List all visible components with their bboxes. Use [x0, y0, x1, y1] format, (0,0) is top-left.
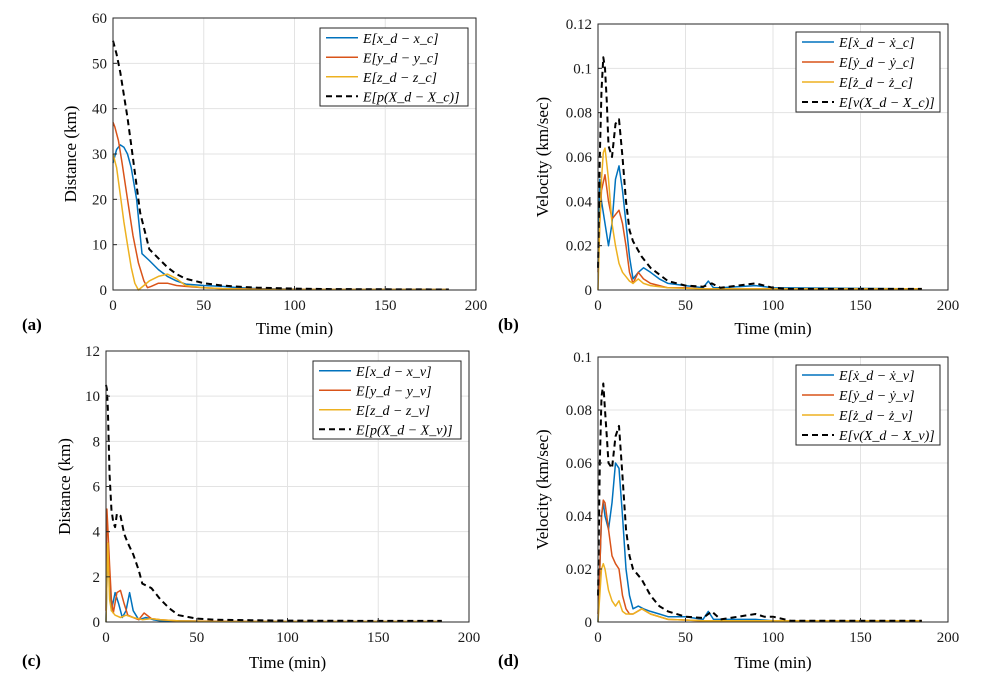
series-line-4 — [597, 382, 922, 622]
y-tick-label: 0 — [585, 615, 593, 631]
x-axis-label: Time (min) — [256, 319, 333, 338]
y-tick-label: 0.08 — [566, 403, 592, 419]
x-tick-label: 0 — [109, 298, 117, 314]
y-tick-label: 0.04 — [566, 509, 593, 525]
legend-label-4: E[v(X_d − X_v)] — [838, 429, 935, 444]
x-tick-label: 50 — [196, 298, 211, 314]
y-tick-label: 0.04 — [566, 194, 593, 210]
series-line-3 — [597, 147, 922, 291]
panel-c: 0 50 100 150 200 0 2 4 6 8 10 12 Time (min) Distance … — [22, 344, 480, 672]
x-tick-label: 50 — [189, 630, 204, 646]
series-line-3 — [597, 562, 922, 623]
legend-box — [319, 27, 469, 107]
series-line-1 — [597, 462, 922, 623]
x-tick-label: 200 — [465, 298, 488, 314]
legend-label-2: E[y_d − y_c] — [362, 51, 439, 66]
x-axis-label: Time (min) — [249, 653, 326, 672]
legend-label-3: E[ż_d − ż_v] — [838, 409, 913, 424]
legend-box — [795, 31, 941, 113]
x-tick-label: 0 — [594, 298, 602, 314]
panel-a: 0 50 100 150 200 0 10 20 30 40 50 60 Time (min) Dista… — [22, 11, 487, 338]
x-tick-label: 50 — [678, 630, 693, 646]
x-tick-label: 150 — [367, 630, 390, 646]
legend-label-1: E[ẋ_d − ẋ_v] — [838, 369, 915, 384]
panel-tag: (d) — [498, 651, 519, 670]
y-tick-label: 0.1 — [573, 61, 592, 77]
y-tick-label: 0.06 — [566, 456, 593, 472]
y-tick-label: 50 — [92, 56, 107, 72]
legend-label-2: E[ẏ_d − ẏ_v] — [838, 389, 915, 404]
y-tick-label: 0.06 — [566, 150, 593, 166]
panel-d: 0 50 100 150 200 0 0.02 0.04 0.06 0.08 0.1 Time (mi… — [498, 350, 959, 672]
x-tick-label: 100 — [276, 630, 299, 646]
y-axis-label: Velocity (km/sec) — [533, 429, 552, 549]
y-tick-label: 20 — [92, 192, 107, 208]
y-tick-label: 10 — [92, 238, 107, 254]
x-tick-label: 50 — [678, 298, 693, 314]
panel-tag: (b) — [498, 315, 519, 334]
legend-label-1: E[ẋ_d − ẋ_c] — [838, 36, 915, 51]
series-line-4 — [597, 56, 922, 290]
x-tick-label: 200 — [937, 298, 960, 314]
panel-tag: (a) — [22, 315, 42, 334]
x-tick-label: 0 — [594, 630, 602, 646]
x-tick-label: 150 — [374, 298, 397, 314]
y-tick-label: 0.02 — [566, 239, 592, 255]
y-tick-label: 0 — [100, 283, 108, 299]
y-tick-label: 6 — [93, 480, 101, 496]
y-tick-label: 0.12 — [566, 17, 592, 33]
panel-b: 0 50 100 150 200 0 0.02 0.04 0.06 0.08 0.1 0.12 Time… — [498, 17, 959, 338]
y-tick-label: 4 — [93, 525, 101, 541]
legend-label-1: E[x_d − x_c] — [362, 32, 439, 47]
y-tick-label: 0 — [585, 283, 593, 299]
x-tick-label: 100 — [762, 298, 785, 314]
series-line-3 — [105, 542, 442, 623]
y-axis-label: Distance (km) — [61, 106, 80, 203]
legend-label-4: E[p(X_d − X_c)] — [362, 90, 460, 105]
legend-box — [312, 360, 462, 440]
y-tick-label: 12 — [85, 344, 100, 360]
y-axis-label: Distance (km) — [55, 438, 74, 535]
x-tick-label: 200 — [937, 630, 960, 646]
x-tick-label: 0 — [102, 630, 110, 646]
x-tick-label: 150 — [849, 298, 872, 314]
series-line-4 — [105, 384, 442, 622]
legend-box — [795, 364, 941, 446]
y-tick-label: 0.02 — [566, 562, 592, 578]
series-line-3 — [112, 153, 449, 291]
legend: E[ẋ_d − ẋ_v] E[ẏ_d − ẏ_v] E[ż_d − ż_v] E[v(… — [795, 364, 941, 446]
legend: E[x_d − x_c] E[y_d − y_c] E[z_d − z_c] E[p(… — [319, 27, 469, 107]
legend: E[ẋ_d − ẋ_c] E[ẏ_d − ẏ_c] E[ż_d − ż_c] E[v(… — [795, 31, 941, 113]
legend-label-4: E[v(X_d − X_c)] — [838, 96, 935, 111]
legend-label-3: E[z_d − z_v] — [355, 404, 430, 419]
y-axis-label: Velocity (km/sec) — [533, 97, 552, 217]
y-tick-label: 60 — [92, 11, 107, 27]
y-tick-label: 8 — [93, 434, 101, 450]
legend-label-1: E[x_d − x_v] — [355, 365, 432, 380]
y-tick-label: 0 — [93, 615, 101, 631]
legend-label-2: E[ẏ_d − ẏ_c] — [838, 56, 915, 71]
legend: E[x_d − x_v] E[y_d − y_v] E[z_d − z_v] E[p(… — [312, 360, 462, 440]
x-tick-label: 150 — [849, 630, 872, 646]
x-axis-label: Time (min) — [734, 653, 811, 672]
y-tick-label: 30 — [92, 147, 107, 163]
y-tick-label: 40 — [92, 102, 107, 118]
legend-label-3: E[z_d − z_c] — [362, 71, 437, 86]
y-tick-label: 0.1 — [573, 350, 592, 366]
x-axis-label: Time (min) — [734, 319, 811, 338]
x-tick-label: 100 — [283, 298, 306, 314]
panel-tag: (c) — [22, 651, 41, 670]
x-tick-label: 100 — [762, 630, 785, 646]
y-tick-label: 0.08 — [566, 106, 592, 122]
legend-label-4: E[p(X_d − X_v)] — [355, 423, 453, 438]
series-line-4 — [112, 40, 449, 291]
y-tick-label: 2 — [93, 570, 101, 586]
y-tick-label: 10 — [85, 389, 100, 405]
x-tick-label: 200 — [458, 630, 481, 646]
legend-label-2: E[y_d − y_v] — [355, 384, 432, 399]
legend-label-3: E[ż_d − ż_c] — [838, 76, 913, 91]
